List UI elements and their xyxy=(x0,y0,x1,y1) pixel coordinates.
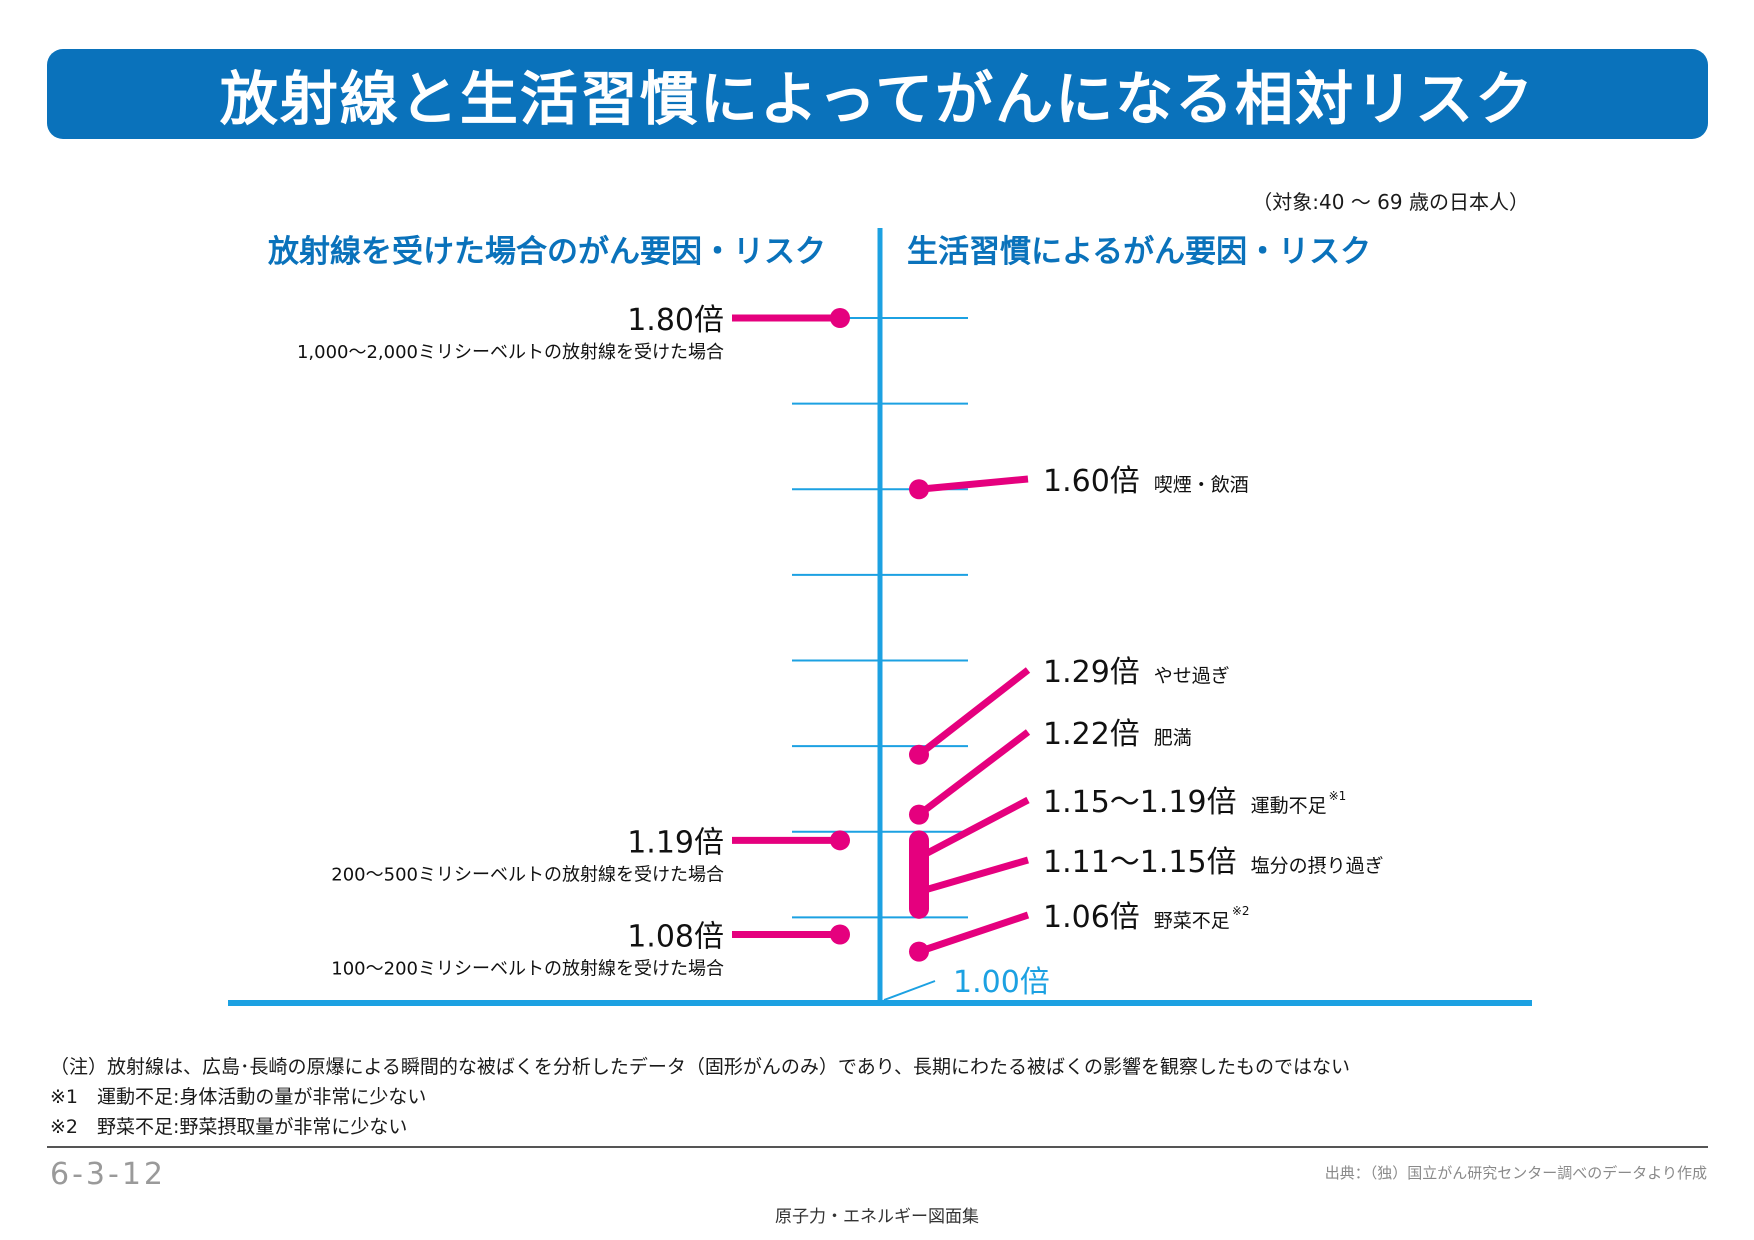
page-title: 放射線と生活習慣によってがんになる相対リスク xyxy=(219,65,1536,133)
footnote-1: ※1 運動不足:身体活動の量が非常に少ない xyxy=(50,1086,427,1108)
radiation-description: 100～200ミリシーベルトの放射線を受けた場合 xyxy=(331,959,724,980)
lifestyle-value-label: 1.11～1.15倍 xyxy=(1043,845,1237,880)
risk-chart: 1.00倍 1.80倍 1,000～2,000ミリシーベルトの放射線を受けた場合 1.… xyxy=(228,228,1532,1006)
radiation-dot xyxy=(830,924,850,945)
lifestyle-stem xyxy=(918,856,1029,896)
lifestyle-note-mark: ※2 xyxy=(1232,904,1250,918)
lifestyle-value-label: 1.06倍 xyxy=(1043,900,1140,935)
radiation-value-label: 1.08倍 xyxy=(627,920,724,955)
page-number: 6-3-12 xyxy=(50,1157,166,1192)
radiation-description: 1,000～2,000ミリシーベルトの放射線を受けた場合 xyxy=(297,342,724,363)
lifestyle-factor-label: 野菜不足 xyxy=(1154,910,1230,932)
radiation-dot xyxy=(830,830,850,851)
radiation-dot xyxy=(830,308,850,328)
lifestyle-heading: 生活習慣によるがん要因・リスク xyxy=(907,234,1372,270)
lifestyle-stem xyxy=(916,667,1031,758)
lifestyle-factor-label: 肥満 xyxy=(1154,727,1192,749)
radiation-description: 200～500ミリシーベルトの放射線を受けた場合 xyxy=(331,864,724,885)
title-banner: 放射線と生活習慣によってがんになる相対リスク xyxy=(47,49,1708,139)
lifestyle-note-mark: ※1 xyxy=(1329,789,1347,803)
lifestyle-value-label: 1.60倍 xyxy=(1043,464,1140,499)
lifestyle-stem xyxy=(917,911,1030,955)
lifestyle-stem xyxy=(918,475,1029,493)
radiation-value-label: 1.19倍 xyxy=(627,825,724,860)
source-note: 出典：（独）国立がん研究センター調べのデータより作成 xyxy=(1324,1164,1707,1182)
footer-divider xyxy=(47,1146,1708,1148)
lifestyle-factor-label: 運動不足 xyxy=(1251,795,1327,817)
radiation-heading: 放射線を受けた場合のがん要因・リスク xyxy=(268,234,826,270)
subject-note: （対象:40 ～ 69 歳の日本人） xyxy=(1252,190,1529,214)
lifestyle-value-label: 1.29倍 xyxy=(1043,655,1140,690)
lifestyle-factor-label: 喫煙・飲酒 xyxy=(1154,474,1249,496)
lifestyle-stem xyxy=(916,729,1031,818)
baseline-pointer xyxy=(883,980,936,1001)
collection-name: 原子力・エネルギー図面集 xyxy=(775,1207,979,1227)
baseline-label: 1.00倍 xyxy=(953,965,1050,1000)
footnote-main: （注）放射線は、広島･長崎の原爆による瞬間的な被ばくを分析したデータ（固形がんの… xyxy=(50,1056,1350,1078)
lifestyle-stem xyxy=(917,796,1030,861)
radiation-value-label: 1.80倍 xyxy=(627,303,724,338)
footnote-2: ※2 野菜不足:野菜摂取量が非常に少ない xyxy=(50,1116,408,1138)
lifestyle-value-label: 1.22倍 xyxy=(1043,717,1140,752)
lifestyle-factor-label: 塩分の摂り過ぎ xyxy=(1251,855,1384,877)
lifestyle-value-label: 1.15～1.19倍 xyxy=(1043,785,1237,820)
lifestyle-factor-label: やせ過ぎ xyxy=(1154,665,1230,687)
